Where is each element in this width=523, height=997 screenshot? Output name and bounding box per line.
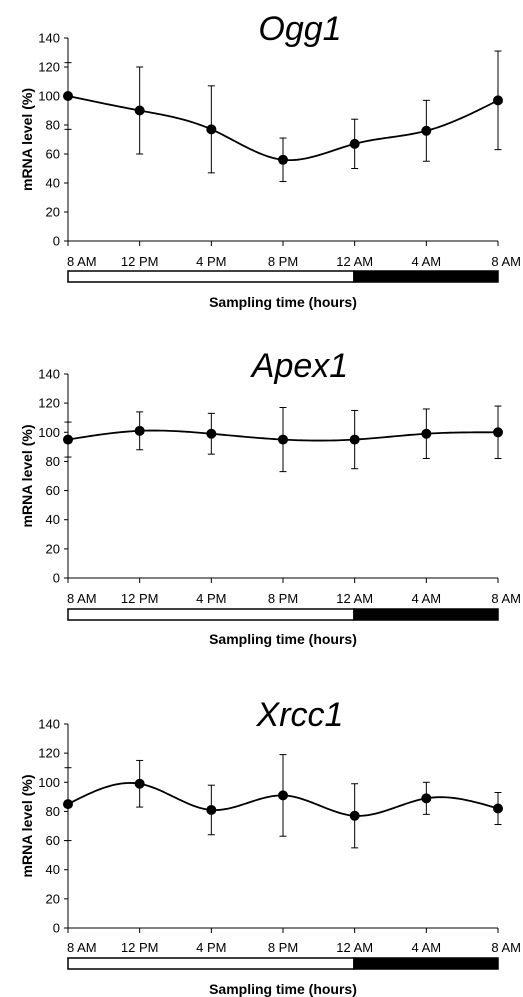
dark-period-bar <box>354 271 498 282</box>
chart-panel-ogg1: Ogg1 0 20 40 60 80 100 120 140 8 AM 12 PM 4 PM 8 PM 1… <box>19 10 521 310</box>
y-tick-label: 80 <box>46 454 60 469</box>
data-point <box>278 155 288 165</box>
data-point <box>63 799 73 809</box>
y-tick-label: 40 <box>46 862 60 877</box>
y-tick-label: 120 <box>38 746 60 761</box>
dark-period-bar <box>354 958 498 969</box>
y-tick-label: 0 <box>53 921 60 936</box>
y-tick-label: 0 <box>53 234 60 249</box>
y-tick-label: 100 <box>38 89 60 104</box>
data-point <box>206 124 216 134</box>
y-tick-label: 20 <box>46 891 60 906</box>
y-tick-label: 20 <box>46 205 60 220</box>
data-point <box>421 793 431 803</box>
light-period-bar <box>68 609 354 620</box>
data-point <box>350 139 360 149</box>
chart-title: Apex1 <box>250 347 348 385</box>
x-tick-label: 4 AM <box>412 940 442 955</box>
x-tick-label: 12 AM <box>336 254 373 269</box>
data-point <box>206 429 216 439</box>
y-tick-label: 80 <box>46 804 60 819</box>
x-tick-label: 8 AM <box>491 591 521 606</box>
y-tick-label: 60 <box>46 483 60 498</box>
x-tick-label: 12 PM <box>121 940 159 955</box>
data-point <box>278 435 288 445</box>
dark-period-bar <box>354 609 498 620</box>
y-tick-label: 40 <box>46 512 60 527</box>
data-point <box>135 779 145 789</box>
y-tick-label: 20 <box>46 541 60 556</box>
x-tick-label: 8 AM <box>67 254 97 269</box>
x-tick-label: 4 PM <box>196 940 226 955</box>
y-tick-label: 100 <box>38 425 60 440</box>
y-tick-label: 100 <box>38 775 60 790</box>
x-axis-label: Sampling time (hours) <box>209 631 357 647</box>
y-tick-label: 0 <box>53 571 60 586</box>
x-tick-label: 12 PM <box>121 254 159 269</box>
data-point <box>493 804 503 814</box>
chart-title: Xrcc1 <box>256 696 344 734</box>
x-tick-label: 8 AM <box>67 940 97 955</box>
x-axis-label: Sampling time (hours) <box>209 981 357 997</box>
x-tick-label: 4 PM <box>196 254 226 269</box>
x-tick-label: 12 PM <box>121 591 159 606</box>
data-point <box>493 427 503 437</box>
data-point <box>63 435 73 445</box>
light-period-bar <box>68 958 354 969</box>
data-point <box>421 126 431 136</box>
data-point <box>63 91 73 101</box>
y-tick-label: 40 <box>46 176 60 191</box>
data-point <box>493 95 503 105</box>
x-tick-label: 8 PM <box>268 940 298 955</box>
data-point <box>135 426 145 436</box>
y-tick-label: 80 <box>46 118 60 133</box>
data-point <box>278 790 288 800</box>
x-tick-label: 8 AM <box>67 591 97 606</box>
chart-panel-xrcc1: Xrcc1 0 20 40 60 80 100 120 140 8 AM 12 PM 4 PM 8 PM… <box>19 696 521 997</box>
y-tick-label: 120 <box>38 396 60 411</box>
x-tick-label: 8 PM <box>268 254 298 269</box>
y-tick-label: 60 <box>46 833 60 848</box>
x-tick-label: 8 PM <box>268 591 298 606</box>
data-point <box>350 435 360 445</box>
y-axis-label: mRNA level (%) <box>19 88 35 191</box>
y-axis-label: mRNA level (%) <box>19 775 35 878</box>
data-point <box>421 429 431 439</box>
x-tick-label: 4 AM <box>412 591 442 606</box>
x-tick-label: 12 AM <box>336 591 373 606</box>
data-point <box>135 106 145 116</box>
y-tick-label: 60 <box>46 147 60 162</box>
chart-title: Ogg1 <box>258 10 341 48</box>
y-tick-label: 140 <box>38 367 60 382</box>
data-point <box>206 805 216 815</box>
chart-panel-apex1: Apex1 0 20 40 60 80 100 120 140 8 AM 12 PM 4 PM 8 PM… <box>19 347 521 647</box>
x-tick-label: 8 AM <box>491 254 521 269</box>
x-tick-label: 4 AM <box>412 254 442 269</box>
light-period-bar <box>68 271 354 282</box>
y-axis-label: mRNA level (%) <box>19 425 35 528</box>
x-tick-label: 4 PM <box>196 591 226 606</box>
x-tick-label: 12 AM <box>336 940 373 955</box>
x-axis-label: Sampling time (hours) <box>209 294 357 310</box>
x-tick-label: 8 AM <box>491 940 521 955</box>
y-tick-label: 120 <box>38 60 60 75</box>
y-tick-label: 140 <box>38 717 60 732</box>
y-tick-label: 140 <box>38 31 60 46</box>
data-point <box>350 811 360 821</box>
